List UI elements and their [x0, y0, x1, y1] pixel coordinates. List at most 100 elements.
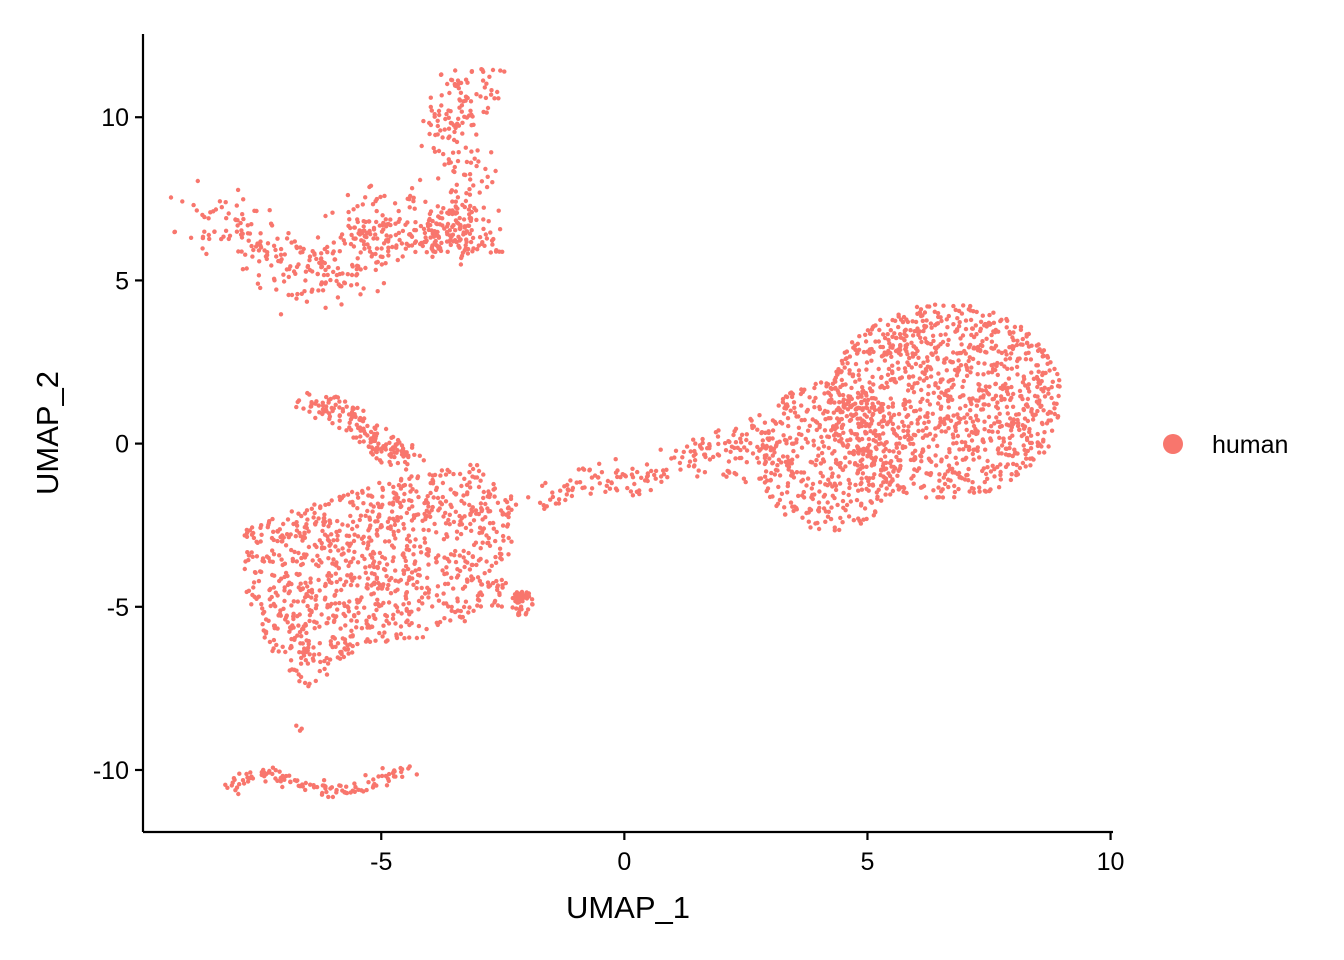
scatter-point	[455, 206, 460, 211]
scatter-point	[757, 413, 762, 418]
scatter-point	[856, 372, 861, 378]
scatter-point	[1049, 385, 1054, 390]
scatter-point	[390, 244, 395, 250]
scatter-point	[316, 577, 321, 583]
scatter-point	[358, 292, 363, 297]
scatter-point	[348, 513, 353, 519]
scatter-point	[304, 630, 309, 636]
scatter-point	[976, 360, 981, 366]
scatter-point	[995, 429, 1001, 435]
scatter-point	[837, 481, 843, 486]
legend: human	[1163, 431, 1288, 459]
scatter-point	[927, 431, 933, 437]
scatter-point	[494, 578, 499, 584]
scatter-point	[325, 573, 330, 578]
scatter-point	[374, 219, 379, 225]
scatter-point	[869, 358, 874, 363]
scatter-point	[804, 483, 809, 488]
scatter-point	[858, 521, 864, 526]
scatter-point	[946, 477, 951, 482]
scatter-point	[331, 269, 336, 275]
scatter-point	[927, 402, 933, 407]
scatter-point	[1010, 453, 1015, 459]
scatter-point	[912, 456, 917, 461]
scatter-point	[968, 370, 973, 375]
scatter-point	[288, 658, 294, 663]
scatter-point	[813, 462, 818, 468]
scatter-point	[477, 525, 483, 530]
scatter-point	[309, 506, 314, 511]
scatter-point	[777, 497, 783, 503]
scatter-point	[829, 505, 834, 510]
scatter-point	[200, 234, 206, 239]
scatter-point	[375, 586, 381, 591]
scatter-point	[798, 391, 804, 397]
scatter-point	[956, 470, 962, 476]
scatter-point	[461, 555, 466, 560]
scatter-point	[829, 428, 834, 433]
scatter-point	[461, 493, 466, 498]
scatter-point	[317, 538, 322, 543]
scatter-point	[464, 159, 470, 165]
scatter-point	[766, 429, 771, 434]
scatter-point	[783, 459, 788, 465]
scatter-point	[457, 226, 463, 232]
scatter-point	[328, 521, 333, 526]
scatter-point	[426, 504, 431, 509]
scatter-point	[406, 453, 411, 458]
scatter-point	[750, 425, 755, 431]
scatter-point	[404, 510, 410, 516]
scatter-point	[277, 611, 283, 616]
scatter-point	[928, 321, 934, 326]
scatter-point	[950, 432, 956, 437]
scatter-point	[346, 609, 352, 614]
scatter-point	[292, 549, 297, 555]
scatter-point	[473, 508, 479, 513]
scatter-point	[328, 548, 333, 554]
scatter-point	[475, 148, 480, 153]
scatter-point	[370, 202, 376, 207]
scatter-point	[423, 199, 428, 204]
scatter-point	[311, 785, 317, 790]
scatter-point	[946, 463, 952, 468]
scatter-point	[913, 319, 919, 325]
scatter-point	[327, 579, 333, 585]
scatter-point	[324, 655, 329, 661]
scatter-point	[1046, 444, 1051, 449]
scatter-point	[374, 260, 379, 265]
scatter-point	[360, 553, 365, 559]
scatter-point	[439, 103, 444, 108]
scatter-point	[908, 328, 913, 333]
scatter-point	[385, 586, 390, 591]
scatter-point	[359, 238, 364, 243]
scatter-point	[957, 406, 963, 411]
scatter-point	[963, 420, 969, 425]
scatter-point	[294, 559, 299, 564]
scatter-point	[465, 579, 470, 584]
scatter-point	[358, 250, 363, 255]
scatter-point	[968, 317, 974, 323]
scatter-point	[691, 453, 696, 458]
scatter-point	[395, 460, 401, 466]
scatter-point	[332, 636, 337, 641]
scatter-point	[450, 150, 456, 155]
scatter-point	[325, 602, 330, 608]
scatter-point	[247, 231, 253, 236]
scatter-point	[347, 560, 353, 565]
scatter-point	[316, 563, 321, 569]
scatter-point	[1004, 316, 1009, 322]
scatter-point	[473, 208, 479, 213]
scatter-point	[664, 467, 669, 472]
scatter-point	[362, 246, 367, 251]
scatter-point	[366, 444, 372, 449]
scatter-point	[457, 513, 462, 519]
scatter-point	[462, 476, 467, 481]
scatter-point	[971, 490, 977, 495]
scatter-point	[861, 349, 867, 355]
scatter-point	[1014, 412, 1019, 417]
scatter-point	[286, 591, 291, 596]
scatter-point	[876, 400, 881, 405]
scatter-point	[992, 467, 997, 472]
scatter-point	[873, 445, 878, 450]
scatter-point	[452, 83, 458, 88]
